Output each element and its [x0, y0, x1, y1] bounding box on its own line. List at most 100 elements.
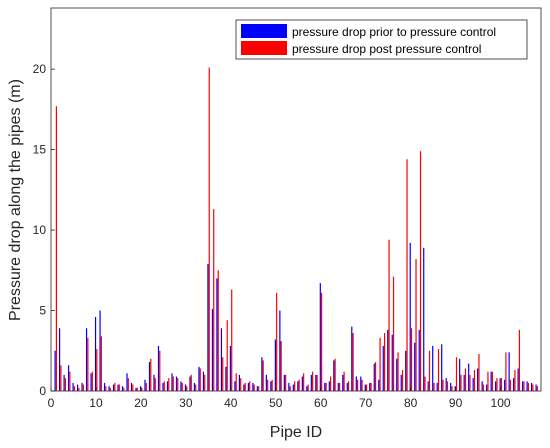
bar-post-pipe-50 [276, 292, 278, 391]
bar-prior-pipe-85 [432, 345, 434, 391]
bar-post-pipe-20 [141, 387, 143, 391]
bar-post-pipe-56 [303, 373, 305, 391]
bar-post-pipe-64 [339, 382, 341, 391]
bar-prior-pipe-63 [333, 360, 335, 391]
bar-prior-pipe-58 [310, 374, 312, 391]
bar-post-pipe-43 [244, 382, 246, 391]
bar-prior-pipe-13 [108, 386, 110, 391]
bar-prior-pipe-86 [436, 382, 438, 391]
bar-prior-pipe-10 [94, 316, 97, 391]
bar-post-pipe-79 [406, 159, 408, 391]
bar-post-pipe-66 [348, 381, 350, 391]
bar-post-pipe-104 [518, 329, 521, 391]
bar-prior-pipe-35 [207, 263, 209, 391]
bar-prior-pipe-37 [216, 278, 218, 391]
bar-post-pipe-27 [172, 376, 174, 391]
bar-post-pipe-42 [240, 378, 242, 391]
bar-post-pipe-38 [222, 357, 224, 391]
bar-prior-pipe-2 [58, 328, 61, 391]
bar-prior-pipe-8 [85, 328, 88, 391]
bar-prior-pipe-101 [504, 379, 506, 391]
bar-prior-pipe-17 [126, 373, 128, 391]
bar-prior-pipe-28 [175, 376, 178, 391]
bar-post-pipe-51 [280, 341, 282, 391]
axes-layer: 0 10 20 30 40 50 60 70 80 90 100 0 5 10 15 20 [33, 62, 511, 410]
bar-post-pipe-10 [96, 349, 98, 391]
bar-prior-pipe-45 [252, 382, 254, 391]
bar-prior-pipe-48 [265, 374, 267, 391]
bar-post-pipe-70 [365, 384, 368, 391]
bar-post-pipe-3 [64, 378, 66, 391]
bar-post-pipe-25 [163, 381, 165, 391]
bar-post-pipe-35 [208, 67, 210, 391]
bar-prior-pipe-82 [418, 329, 420, 391]
bar-prior-pipe-106 [526, 381, 528, 391]
bar-prior-pipe-71 [369, 382, 371, 391]
legend-swatch-post [241, 41, 287, 55]
bar-prior-pipe-64 [337, 382, 339, 391]
bar-prior-pipe-93 [468, 363, 470, 391]
bar-post-pipe-30 [186, 386, 188, 391]
bar-post-pipe-55 [298, 379, 300, 391]
bar-post-pipe-12 [105, 386, 107, 391]
bar-post-pipe-26 [168, 378, 170, 391]
bar-prior-pipe-54 [292, 384, 294, 391]
bar-prior-pipe-1 [54, 350, 56, 391]
bars-layer [54, 67, 538, 391]
bar-post-pipe-74 [383, 333, 386, 391]
bar-post-pipe-6 [78, 387, 80, 391]
bar-prior-pipe-65 [342, 374, 344, 391]
bar-prior-pipe-108 [535, 384, 537, 391]
bar-post-pipe-34 [204, 374, 206, 391]
bar-post-pipe-91 [460, 374, 462, 391]
bar-prior-pipe-55 [297, 381, 299, 391]
bar-prior-pipe-27 [171, 373, 173, 391]
bar-prior-pipe-4 [67, 365, 70, 391]
bar-post-pipe-63 [334, 358, 336, 391]
bar-post-pipe-18 [132, 384, 134, 391]
bar-post-pipe-108 [536, 386, 538, 391]
bar-prior-pipe-18 [130, 382, 133, 391]
bar-prior-pipe-76 [391, 334, 393, 391]
bar-post-pipe-32 [195, 384, 197, 391]
bar-post-pipe-16 [123, 387, 125, 391]
bar-post-pipe-29 [181, 382, 183, 391]
bar-post-pipe-22 [150, 358, 152, 391]
legend-swatch-prior [241, 24, 287, 38]
bar-prior-pipe-12 [103, 382, 106, 391]
bar-prior-pipe-9 [90, 373, 92, 391]
bar-post-pipe-17 [127, 378, 129, 391]
bar-prior-pipe-102 [508, 352, 510, 391]
bar-prior-pipe-38 [220, 328, 223, 391]
bar-prior-pipe-81 [414, 342, 416, 391]
x-tick-label: 0 [48, 396, 55, 410]
bar-prior-pipe-60 [319, 283, 321, 391]
bar-post-pipe-57 [307, 384, 309, 391]
x-tick-label: 40 [224, 396, 238, 410]
bar-post-pipe-14 [114, 382, 116, 391]
bar-prior-pipe-67 [351, 326, 353, 391]
y-tick-label: 5 [39, 304, 46, 318]
bar-post-pipe-103 [514, 370, 516, 391]
bar-post-pipe-47 [262, 360, 264, 391]
bar-post-pipe-99 [496, 378, 498, 391]
bar-prior-pipe-99 [495, 381, 497, 391]
bar-prior-pipe-80 [409, 242, 411, 391]
bar-post-pipe-4 [69, 371, 71, 391]
legend: pressure drop prior to pressure control … [235, 19, 528, 60]
bar-prior-pipe-6 [76, 384, 79, 391]
bar-prior-pipe-22 [148, 362, 151, 391]
bar-prior-pipe-41 [234, 381, 236, 391]
bar-post-pipe-80 [410, 328, 413, 391]
bar-prior-pipe-73 [378, 379, 380, 391]
bar-post-pipe-86 [437, 349, 440, 391]
bar-prior-pipe-72 [373, 363, 375, 391]
x-tick-label: 80 [404, 396, 418, 410]
bar-prior-pipe-62 [328, 381, 330, 391]
bar-prior-pipe-103 [513, 378, 515, 391]
y-tick-label: 20 [33, 62, 47, 76]
bar-prior-pipe-36 [211, 308, 214, 391]
bar-post-pipe-83 [424, 376, 426, 391]
bar-prior-pipe-77 [396, 358, 398, 391]
bar-post-pipe-40 [231, 289, 233, 391]
